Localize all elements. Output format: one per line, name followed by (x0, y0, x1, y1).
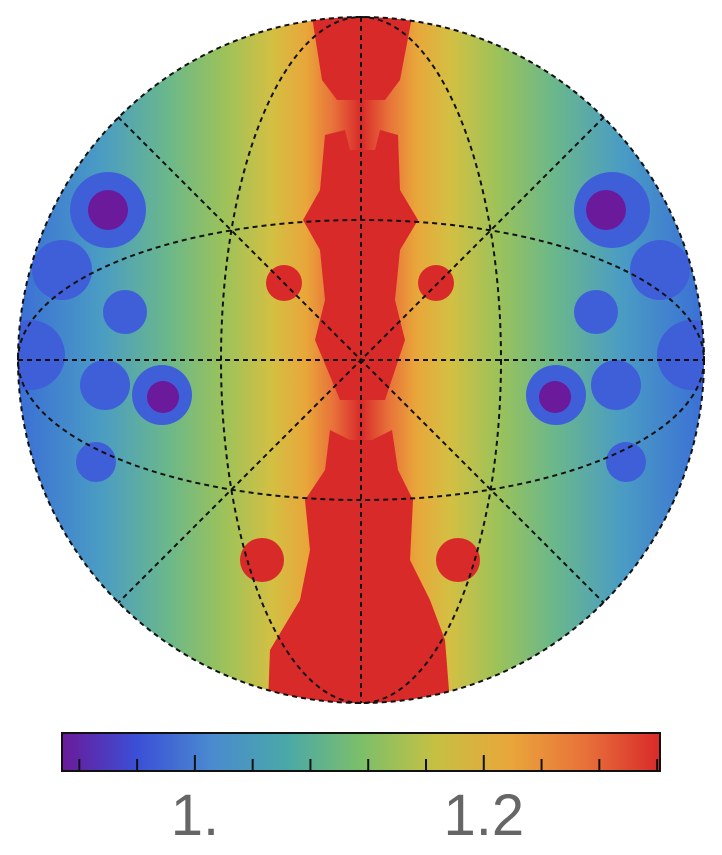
tick-label: 1.2 (443, 783, 524, 848)
colorbar (61, 732, 661, 772)
tick-label: 1. (171, 783, 219, 848)
grid-lines (17, 16, 705, 704)
